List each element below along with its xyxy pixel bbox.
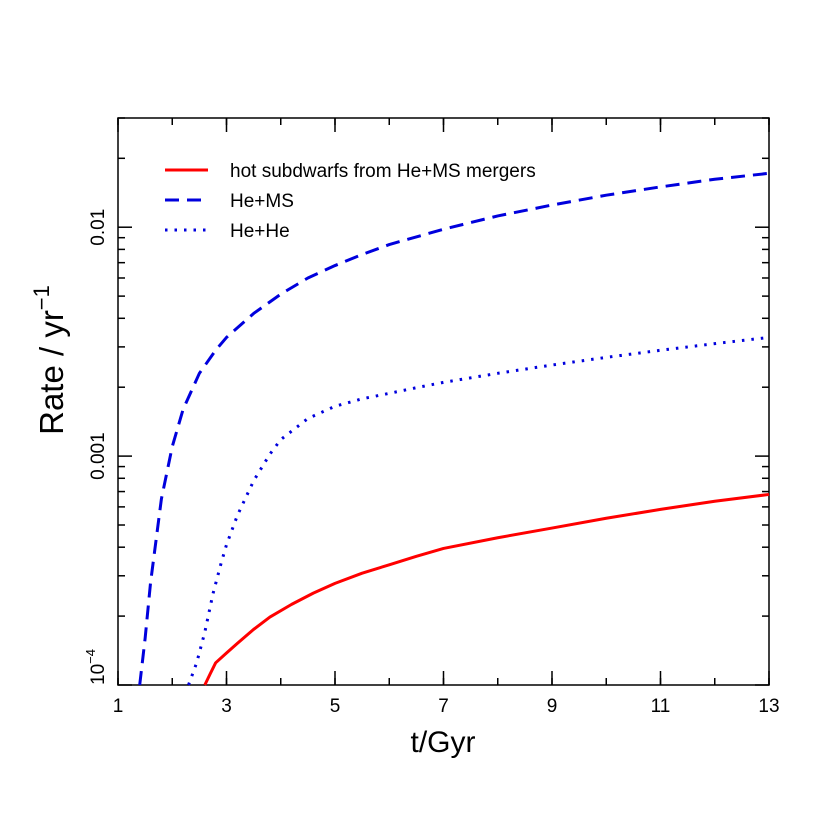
legend-label-2: He+He <box>230 221 290 242</box>
y-axis-label-base: Rate / yr <box>33 310 70 435</box>
y-tick-label-base: 10 <box>88 664 109 685</box>
x-tick-label: 3 <box>221 696 232 717</box>
x-tick-labels: 1 3 5 7 9 11 13 <box>113 696 780 717</box>
legend-label-1: He+MS <box>230 191 294 212</box>
series-line-0 <box>203 492 770 686</box>
y-tick-label: 10−4 <box>83 649 109 685</box>
x-tick-label: 9 <box>547 696 558 717</box>
x-tick-label: 5 <box>330 696 341 717</box>
x-tick-label: 7 <box>438 696 449 717</box>
y-axis-label: Rate / yr−1 <box>29 285 70 435</box>
series-line-1 <box>138 171 770 686</box>
x-tick-label: 11 <box>651 696 671 717</box>
minor-ticks <box>117 117 770 685</box>
plot-frame <box>117 117 770 686</box>
series-line-2 <box>187 335 770 686</box>
legend-label-0: hot subdwarfs from He+MS mergers <box>230 161 536 182</box>
x-tick-label: 13 <box>758 696 779 717</box>
legend: hot subdwarfs from He+MS mergers He+MS He+… <box>165 161 536 242</box>
x-tick-label: 1 <box>113 696 124 717</box>
major-ticks <box>117 118 770 686</box>
y-tick-label: 0.001 <box>88 432 109 480</box>
x-axis-label: t/Gyr <box>411 726 476 759</box>
y-axis-label-exponent: −1 <box>29 285 54 310</box>
y-tick-labels: 10−4 0.001 0.01 <box>83 209 109 685</box>
series-layer <box>138 171 770 686</box>
y-tick-label-exponent: −4 <box>83 649 98 664</box>
y-tick-label: 0.01 <box>88 209 109 246</box>
